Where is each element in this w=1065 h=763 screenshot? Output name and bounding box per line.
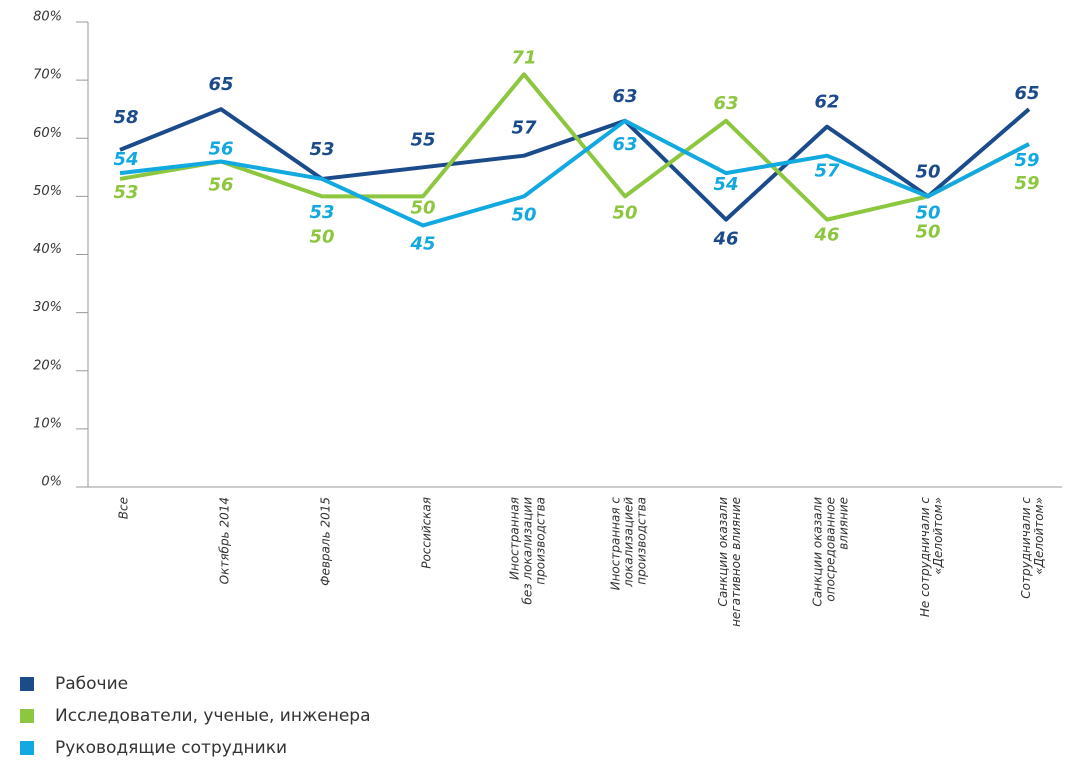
data-label: 53 bbox=[113, 182, 138, 203]
x-tick-label: негативное влияние bbox=[729, 497, 743, 627]
data-label: 57 bbox=[511, 118, 537, 139]
legend-label: Исследователи, ученые, инженера bbox=[55, 706, 371, 726]
x-tick-label: «Делойтом» bbox=[1032, 497, 1046, 575]
x-tick-label: локализацией bbox=[622, 497, 636, 588]
data-label: 46 bbox=[813, 225, 839, 246]
data-label: 50 bbox=[612, 202, 637, 223]
y-tick-label: 10% bbox=[33, 416, 62, 431]
data-label: 56 bbox=[208, 175, 233, 196]
data-label: 45 bbox=[409, 233, 435, 254]
data-label: 53 bbox=[309, 139, 334, 160]
data-label: 50 bbox=[511, 204, 536, 225]
y-tick-label: 80% bbox=[33, 10, 62, 25]
x-tick-label: Иностранная с bbox=[609, 497, 623, 591]
x-tick-label: без локализации bbox=[521, 497, 535, 605]
data-label: 54 bbox=[113, 149, 138, 170]
data-label: 46 bbox=[712, 229, 738, 250]
data-label: 56 bbox=[208, 139, 233, 160]
x-tick-label: опосредованное bbox=[824, 497, 838, 602]
series-line bbox=[119, 72, 1030, 222]
data-label: 50 bbox=[915, 202, 940, 223]
data-label: 63 bbox=[612, 134, 637, 155]
x-tick-label: Не сотрудничали с bbox=[918, 497, 932, 618]
data-label: 55 bbox=[410, 129, 435, 150]
data-label: 58 bbox=[113, 107, 138, 128]
legend-swatch bbox=[20, 741, 34, 755]
data-label: 50 bbox=[309, 226, 334, 247]
y-tick-label: 70% bbox=[33, 68, 62, 83]
x-tick-label: Российская bbox=[420, 497, 434, 569]
y-tick-label: 0% bbox=[41, 475, 62, 490]
data-label: 54 bbox=[713, 174, 738, 195]
data-label: 59 bbox=[1014, 150, 1039, 171]
x-tick-label: влияние bbox=[837, 497, 851, 550]
x-tick-label: Санкции оказали bbox=[716, 497, 730, 607]
legend-label: Руководящие сотрудники bbox=[55, 738, 287, 758]
data-label: 59 bbox=[1014, 173, 1039, 194]
legend-swatch bbox=[20, 709, 34, 723]
legend-label: Рабочие bbox=[55, 674, 128, 694]
x-tick-label: Иностранная bbox=[508, 497, 522, 580]
x-tick-label: производства bbox=[635, 497, 649, 585]
data-label: 65 bbox=[1014, 83, 1039, 104]
x-tick-label: Все bbox=[117, 497, 131, 519]
x-tick-label: «Делойтом» bbox=[931, 497, 945, 575]
y-tick-label: 20% bbox=[33, 358, 62, 373]
data-label: 57 bbox=[814, 161, 840, 182]
data-label: 63 bbox=[713, 93, 738, 114]
data-label: 65 bbox=[208, 74, 233, 95]
series-line bbox=[119, 118, 1030, 228]
y-tick-label: 30% bbox=[33, 300, 62, 315]
data-label: 62 bbox=[814, 92, 839, 113]
data-label: 50 bbox=[915, 161, 940, 182]
x-tick-label: Октябрь 2014 bbox=[218, 497, 232, 584]
data-label: 63 bbox=[612, 86, 637, 107]
data-label: 71 bbox=[511, 47, 536, 68]
x-tick-label: Сотрудничали с bbox=[1019, 497, 1033, 599]
x-tick-label: Февраль 2015 bbox=[319, 497, 333, 586]
data-label: 50 bbox=[915, 221, 940, 242]
y-tick-label: 60% bbox=[33, 126, 62, 141]
y-tick-label: 40% bbox=[33, 242, 62, 257]
data-label: 53 bbox=[309, 202, 334, 223]
data-label: 50 bbox=[410, 197, 435, 218]
y-tick-label: 50% bbox=[33, 184, 62, 199]
x-tick-label: производства bbox=[534, 497, 548, 585]
x-tick-label: Санкции оказали bbox=[811, 497, 825, 607]
legend-swatch bbox=[20, 677, 34, 691]
